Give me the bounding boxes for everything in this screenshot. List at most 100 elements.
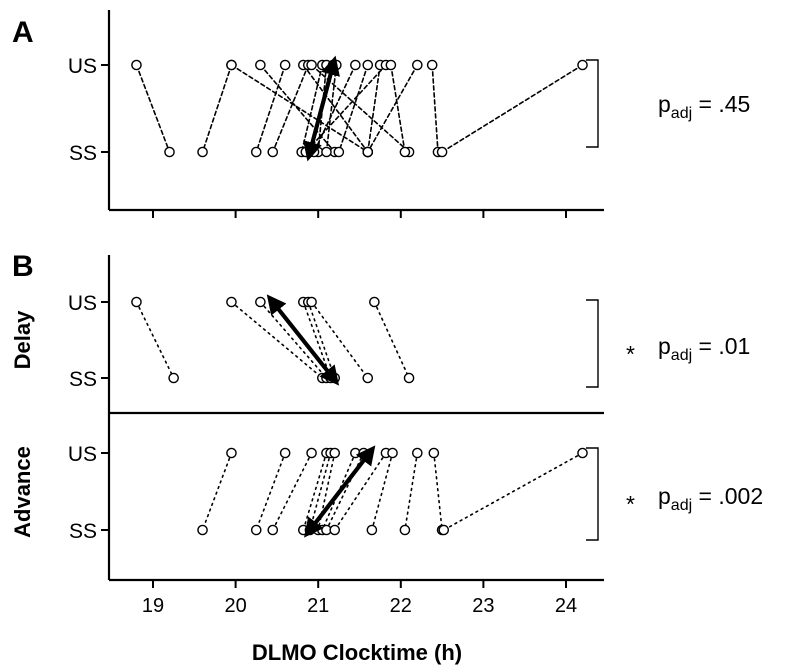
pair-line: [373, 301, 410, 379]
stat-bracket: [586, 447, 599, 541]
us-point: [577, 447, 588, 459]
data-points: [131, 55, 588, 538]
ss-point: [321, 146, 332, 158]
us-point: [131, 59, 142, 71]
pair-line: [201, 452, 233, 531]
us-point: [350, 59, 361, 71]
ss-point: [399, 524, 411, 536]
ss-point: [333, 146, 345, 158]
x-tick-label: 19: [142, 595, 164, 617]
significance-star: *: [626, 491, 635, 517]
ss-point: [197, 524, 208, 536]
ss-point: [329, 524, 341, 536]
pair-line: [259, 301, 328, 379]
pair-line: [255, 64, 286, 153]
pair-line: [404, 452, 419, 531]
x-tick-label: 22: [390, 595, 412, 617]
us-point: [412, 447, 423, 459]
x-tick-label: 21: [307, 595, 329, 617]
us-point: [387, 447, 398, 459]
p-value-label: padj = .002: [658, 483, 763, 514]
us-point: [385, 59, 397, 71]
us-point: [131, 296, 142, 308]
ss-point: [168, 372, 179, 384]
y-tick-label-us: US: [68, 443, 97, 466]
pair-line: [310, 301, 369, 379]
x-axis-label: DLMO Clocktime (h): [252, 640, 462, 665]
us-point: [226, 296, 237, 308]
us-point: [255, 296, 266, 308]
us-point: [279, 59, 291, 71]
ss-point: [362, 372, 374, 384]
us-point: [428, 447, 440, 459]
us-point: [255, 59, 266, 71]
pair-line: [390, 64, 406, 153]
p-value-label: padj = .01: [658, 333, 750, 364]
us-point: [369, 296, 380, 308]
pair-line: [433, 452, 443, 531]
ss-point: [164, 146, 175, 158]
pair-line: [441, 64, 584, 153]
axes: [101, 10, 604, 588]
pair-lines: [135, 64, 584, 531]
us-point: [329, 447, 341, 459]
pair-line: [338, 64, 369, 153]
pair-line: [431, 64, 439, 153]
pair-line: [442, 452, 584, 531]
pair-line: [230, 301, 324, 379]
ss-point: [267, 524, 279, 536]
ss-point: [250, 524, 262, 536]
pair-line: [366, 64, 381, 153]
ss-point: [403, 372, 415, 384]
significance-star: *: [626, 341, 635, 367]
mean-arrow: [303, 55, 340, 162]
us-point: [412, 59, 423, 71]
y-tick-label-us: US: [68, 55, 97, 78]
ss-point: [438, 524, 450, 536]
ss-point: [436, 146, 448, 158]
us-point: [226, 447, 237, 459]
us-point: [279, 447, 291, 459]
y-tick-label-us: US: [68, 292, 97, 315]
pair-line: [302, 452, 328, 531]
us-point: [226, 59, 237, 71]
us-point: [426, 59, 438, 71]
pair-line: [135, 301, 175, 379]
x-tick-label: 24: [555, 595, 577, 617]
us-point: [306, 447, 317, 459]
ss-point: [399, 146, 411, 158]
us-point: [306, 59, 317, 71]
pair-line: [230, 64, 369, 153]
pair-line: [371, 452, 394, 531]
x-tick-label: 23: [472, 595, 494, 617]
mean-arrow: [304, 445, 376, 538]
ss-point: [366, 524, 378, 536]
pair-line: [255, 452, 286, 531]
mean-arrow: [266, 294, 340, 386]
panel-letter-B: B: [12, 250, 34, 283]
row-label-advance: Advance: [10, 446, 35, 538]
pair-line: [135, 64, 171, 153]
x-tick-label: 20: [224, 595, 246, 617]
row-label-delay: Delay: [10, 310, 35, 369]
y-tick-label-ss: SS: [69, 368, 97, 391]
ss-point: [267, 146, 279, 158]
pair-line: [201, 64, 233, 153]
y-tick-label-ss: SS: [69, 520, 97, 543]
us-point: [577, 59, 588, 71]
us-point: [306, 296, 317, 308]
pair-line: [310, 64, 410, 153]
pair-line: [271, 64, 310, 153]
panel-letter-A: A: [12, 16, 34, 49]
us-point: [362, 59, 374, 71]
pair-line: [271, 452, 313, 531]
pair-line: [366, 64, 419, 153]
stat-bracket: [586, 59, 599, 148]
ss-point: [197, 146, 208, 158]
ss-point: [362, 146, 374, 158]
p-value-label: padj = .45: [658, 91, 750, 122]
y-tick-label-ss: SS: [69, 142, 97, 165]
stat-bracket: [586, 299, 599, 388]
ss-point: [250, 146, 262, 158]
